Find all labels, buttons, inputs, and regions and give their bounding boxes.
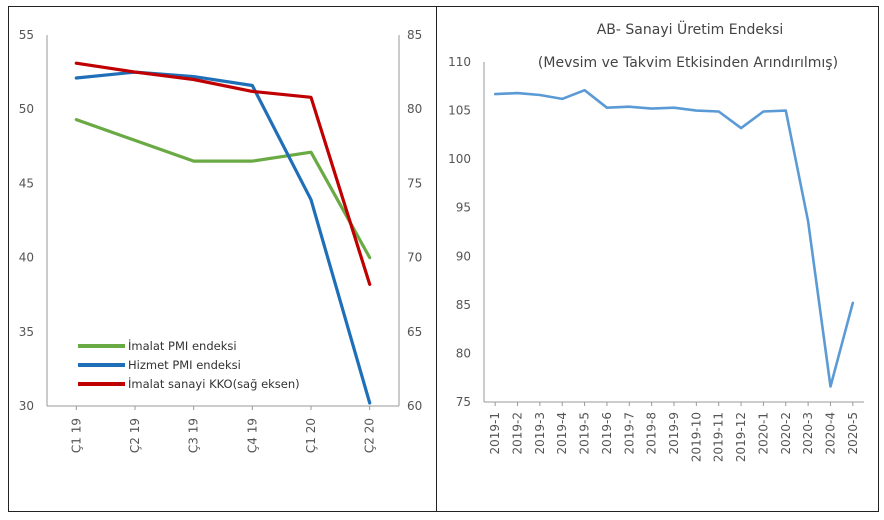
series-line-hizmet-pmi xyxy=(76,72,369,403)
x-tick-label: 2019-3 xyxy=(533,412,547,455)
right-y-tick-label: 65 xyxy=(407,325,422,339)
x-tick-label: Ç2 20 xyxy=(363,418,377,453)
right-y-tick-label: 60 xyxy=(407,399,422,413)
x-tick-label: 2019-7 xyxy=(622,412,636,455)
y-tick-label: 105 xyxy=(448,104,471,118)
y-tick-label: 90 xyxy=(456,249,471,263)
x-tick-label: 2019-11 xyxy=(712,412,726,462)
eu-industrial-production-chart: AB- Sanayi Üretim Endeksi (Mevsim ve Tak… xyxy=(448,20,864,462)
x-tick-label: 2019-2 xyxy=(511,412,525,455)
right-y-tick-label: 85 xyxy=(407,28,422,42)
left-y-tick-label: 35 xyxy=(19,325,34,339)
x-tick-label: 2019-12 xyxy=(734,412,748,462)
y-tick-label: 75 xyxy=(456,395,471,409)
y-tick-label: 85 xyxy=(456,298,471,312)
y-tick-label: 100 xyxy=(448,152,471,166)
x-tick-label: 2020-3 xyxy=(801,412,815,455)
x-tick-label: 2019-5 xyxy=(578,412,592,455)
x-tick-label: Ç2 19 xyxy=(128,418,142,453)
x-tick-label: 2019-4 xyxy=(555,412,569,455)
legend: İmalat PMI endeksi Hizmet PMI endeksi İm… xyxy=(78,338,300,391)
x-tick-label: 2019-6 xyxy=(600,412,614,455)
chart-title: AB- Sanayi Üretim Endeksi xyxy=(597,20,784,38)
legend-label-kko: İmalat sanayi KKO(sağ eksen) xyxy=(128,376,300,391)
left-y-tick-label: 45 xyxy=(19,176,34,190)
x-tick-label: Ç1 20 xyxy=(304,418,318,453)
x-tick-label: 2020-5 xyxy=(846,412,860,455)
x-tick-label: Ç3 19 xyxy=(187,418,201,453)
series-line-production-index xyxy=(495,90,853,386)
left-y-tick-label: 30 xyxy=(19,399,34,413)
x-tick-label: Ç1 19 xyxy=(69,418,83,453)
pmi-chart: 30 35 40 45 50 55 60 65 70 75 80 85 Ç1 19 Ç2 19 Ç3 1… xyxy=(19,28,423,453)
y-tick-label: 80 xyxy=(456,346,471,360)
right-y-tick-label: 75 xyxy=(407,176,422,190)
left-y-tick-label: 50 xyxy=(19,102,34,116)
y-tick-label: 95 xyxy=(456,201,471,215)
x-tick-label: 2020-1 xyxy=(756,412,770,455)
x-tick-label: 2019-1 xyxy=(488,412,502,455)
x-tick-label: 2019-10 xyxy=(689,412,703,462)
right-y-tick-label: 80 xyxy=(407,102,422,116)
y-tick-label: 110 xyxy=(448,55,471,69)
right-y-tick-label: 70 xyxy=(407,251,422,265)
x-tick-label: 2019-9 xyxy=(667,412,681,455)
x-tick-label: 2020-2 xyxy=(779,412,793,455)
left-y-tick-label: 40 xyxy=(19,251,34,265)
chart-subtitle: (Mevsim ve Takvim Etkisinden Arındırılmı… xyxy=(538,55,838,71)
legend-label-imalat-pmi: İmalat PMI endeksi xyxy=(128,338,237,353)
x-tick-label: 2019-8 xyxy=(645,412,659,455)
x-tick-label: Ç4 19 xyxy=(245,418,259,453)
legend-label-hizmet-pmi: Hizmet PMI endeksi xyxy=(128,358,241,372)
x-tick-label: 2020-4 xyxy=(823,412,837,455)
left-y-tick-label: 55 xyxy=(19,28,34,42)
